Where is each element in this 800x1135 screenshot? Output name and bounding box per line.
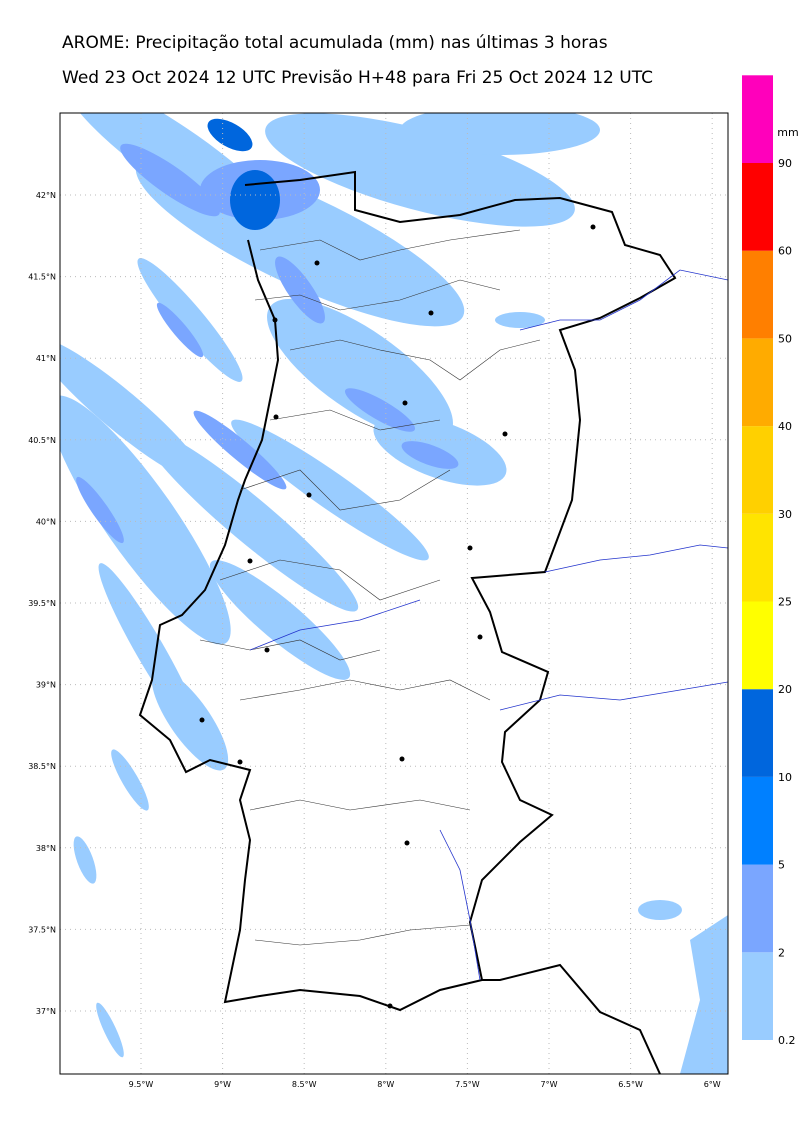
axis-ticks: 42°N 41.5°N 41°N 40.5°N 40°N 39.5°N 39°N 38.5°N… [28,191,721,1089]
colorbar-label: 5 [778,859,785,872]
map-area [60,113,728,1074]
rain-light [60,113,728,1074]
colorbar-segment [742,338,773,427]
colorbar-label: 60 [778,245,792,258]
colorbar-label: 40 [778,420,792,433]
lat-tick-label: 37.5°N [28,925,56,934]
lon-tick-label: 8.5°W [292,1080,317,1089]
lat-tick-label: 38.5°N [28,762,56,771]
colorbar-segment [742,601,773,690]
colorbar-unit: mm [777,126,798,139]
lat-tick-label: 41°N [36,354,56,363]
colorbar-segment [742,75,773,163]
colorbar-label: 50 [778,332,792,345]
lat-tick-label: 40.5°N [28,436,56,445]
graticule [60,113,728,1074]
colorbar-segment [742,513,773,602]
colorbar-segment [742,776,773,865]
colorbar-label: 30 [778,508,792,521]
district-lines [199,229,541,946]
lat-tick-label: 40°N [36,517,56,526]
lat-tick-label: 42°N [36,191,56,200]
lat-tick-label: 39°N [36,681,56,690]
coastline [138,239,483,1012]
lon-tick-label: 9.5°W [129,1080,154,1089]
lat-tick-label: 37°N [36,1007,56,1016]
lat-tick-label: 39.5°N [28,599,56,608]
subtitle: Wed 23 Oct 2024 12 UTC Previsão H+48 par… [62,68,653,88]
colorbar-segment [742,426,773,514]
cities [199,224,596,1009]
title: AROME: Precipitação total acumulada (mm)… [62,33,608,53]
colorbar-segment [742,163,773,251]
colorbar-segment [742,952,773,1040]
rain-heavy [207,118,280,230]
colorbar-segment [742,864,773,953]
lon-tick-label: 7°W [541,1080,558,1089]
lon-tick-label: 8°W [377,1080,394,1089]
lon-tick-label: 9°W [214,1080,231,1089]
map-frame [59,112,729,1075]
lat-tick-label: 41.5°N [28,273,56,282]
colorbar-label: 0.2 [778,1034,796,1047]
rivers [249,269,728,981]
lon-tick-label: 6.5°W [618,1080,643,1089]
colorbar-label: 25 [778,596,792,609]
colorbar-label: 20 [778,683,792,696]
colorbar-label: 10 [778,771,792,784]
colorbar-label: 2 [778,946,785,959]
colorbar-segment [742,689,773,777]
lon-tick-label: 6°W [704,1080,721,1089]
colorbar-segment [742,250,773,339]
colorbar-label: 90 [778,157,792,170]
lat-tick-label: 38°N [36,844,56,853]
lon-tick-label: 7.5°W [455,1080,480,1089]
